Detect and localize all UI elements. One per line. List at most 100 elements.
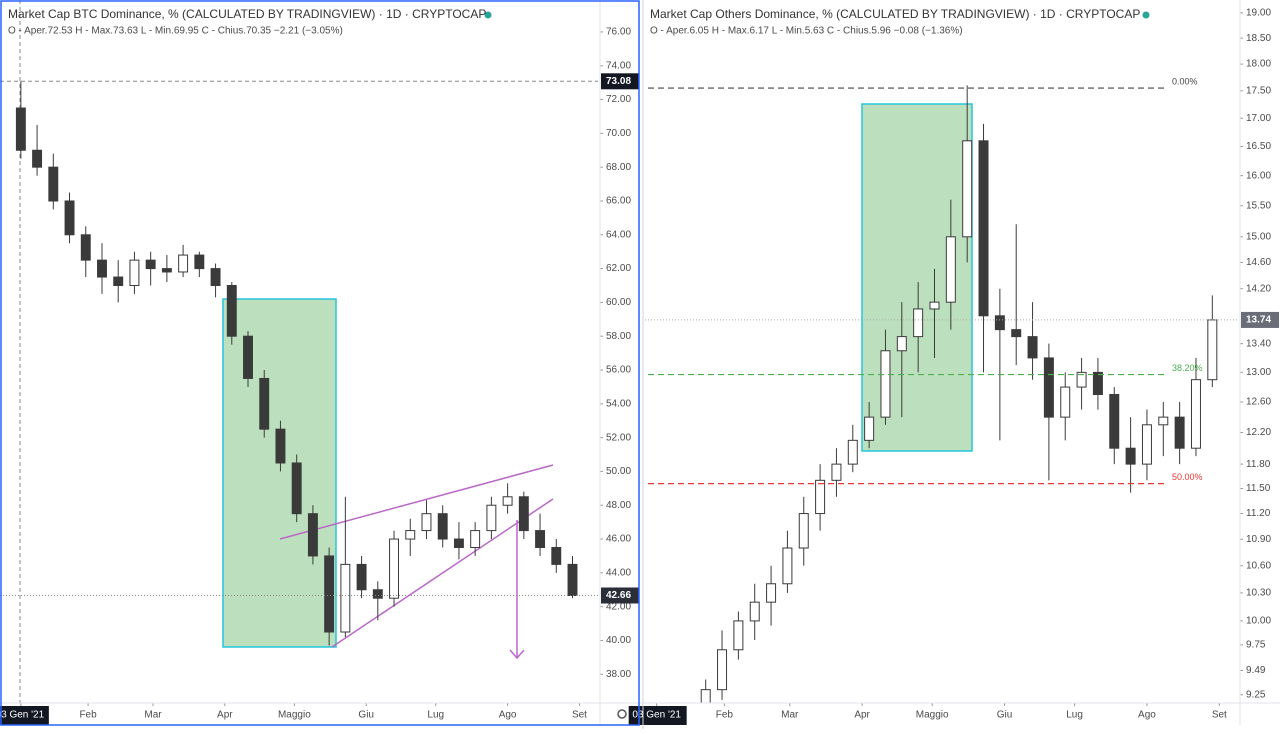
y-tick-label: 50.00: [606, 466, 631, 477]
candle-body: [291, 462, 302, 515]
candle-body: [32, 149, 43, 168]
y-tick-label: 54.00: [606, 398, 631, 409]
candle-body: [766, 583, 777, 603]
candle-body: [567, 563, 578, 596]
x-tick-label: Ago: [1138, 710, 1156, 721]
y-tick-label: 16.00: [1246, 170, 1271, 181]
y-tick-label: 17.50: [1246, 85, 1271, 96]
candle-body: [15, 107, 26, 151]
y-tick-label: 11.50: [1246, 483, 1271, 494]
x-tick-label: Apr: [854, 710, 870, 721]
candle-body: [340, 563, 351, 633]
candle-body: [64, 200, 75, 236]
candle-body: [1043, 357, 1054, 418]
y-tick-label: 10.60: [1246, 560, 1271, 571]
y-tick-label: 48.00: [606, 500, 631, 511]
y-tick-label: 14.60: [1246, 257, 1271, 268]
candle-body: [372, 589, 383, 599]
candle-body: [113, 276, 124, 286]
plot-area: [700, 85, 1218, 703]
candle-body: [1027, 336, 1038, 359]
candle-body: [864, 416, 875, 441]
y-tick-label: 13.40: [1246, 338, 1271, 349]
y-tick-label: 17.00: [1246, 113, 1271, 124]
candle-body: [798, 513, 809, 549]
y-tick-label: 70.00: [606, 128, 631, 139]
y-tick-label: 15.50: [1246, 200, 1271, 211]
price-label: 13.74: [1246, 315, 1271, 326]
y-tick-label: 64.00: [606, 229, 631, 240]
candle-body: [129, 259, 140, 286]
y-tick-label: 42.00: [606, 601, 631, 612]
y-tick-label: 10.30: [1246, 588, 1271, 599]
candle-body: [1141, 424, 1152, 465]
y-tick-label: 16.50: [1246, 141, 1271, 152]
arrow-head: [509, 649, 525, 660]
candle-body: [1011, 329, 1022, 338]
active-panel-border: [0, 0, 640, 726]
candle-body: [733, 620, 744, 651]
y-tick-label: 11.20: [1246, 508, 1271, 519]
y-tick-label: 10.90: [1246, 534, 1271, 545]
y-tick-label: 46.00: [606, 534, 631, 545]
candle-body: [210, 268, 221, 286]
candle-body: [978, 140, 989, 317]
y-tick-label: 13.00: [1246, 367, 1271, 378]
candle-body: [405, 530, 416, 540]
candle-body: [259, 377, 270, 430]
candle-body: [194, 254, 205, 270]
candle-body: [389, 538, 399, 599]
y-tick-label: 74.00: [606, 60, 631, 71]
price-label: 73.08: [606, 76, 631, 87]
chart-title: Market Cap Others Dominance, % (CALCULAT…: [650, 7, 1140, 21]
x-tick-label: Mar: [781, 710, 799, 721]
candle-body: [1158, 416, 1169, 426]
trend-line[interactable]: [279, 464, 554, 540]
x-tick-label: Set: [1212, 710, 1227, 721]
candle-body: [847, 439, 858, 465]
fib-label: 38.20%: [1172, 363, 1203, 373]
ohlc-legend: O - Aper.72.53 H - Max.73.63 L - Min.69.…: [8, 26, 343, 37]
price-label-box: [1241, 311, 1279, 328]
candle-body: [700, 689, 711, 703]
x-tick-label: Feb: [716, 710, 734, 721]
candle-body: [453, 538, 464, 548]
candle-body: [97, 259, 107, 278]
fib-label: 0.00%: [1172, 76, 1198, 86]
trend-line[interactable]: [331, 498, 554, 648]
y-tick-label: 12.60: [1246, 397, 1271, 408]
x-tick-label: Maggio: [278, 710, 311, 721]
candle-body: [880, 350, 891, 418]
candle-body: [782, 547, 793, 585]
y-tick-label: 14.20: [1246, 283, 1271, 294]
candle-body: [1109, 393, 1120, 449]
candle-body: [1190, 379, 1201, 449]
candle-body: [1076, 371, 1087, 388]
x-tick-label: Set: [572, 710, 587, 721]
x-tick-label: Maggio: [916, 710, 949, 721]
chart-layer: 38.00 40.00 42.00 44.00 46.00 48.00 50.00 52.00…: [0, 8, 1279, 725]
candle-body: [962, 140, 973, 238]
candle-body: [502, 496, 513, 506]
range-box[interactable]: [222, 298, 337, 648]
candle-body: [1207, 319, 1218, 381]
x-tick-label: 03 Gen '21: [632, 710, 681, 721]
candle-body: [437, 513, 448, 540]
candle-body: [535, 530, 546, 548]
candle-body: [226, 284, 237, 337]
y-tick-label: 38.00: [606, 669, 631, 680]
y-tick-label: 76.00: [606, 27, 631, 38]
y-tick-label: 18.50: [1246, 33, 1271, 44]
y-tick-label: 62.00: [606, 263, 631, 274]
settings-icon[interactable]: [617, 709, 627, 719]
y-tick-label: 60.00: [606, 297, 631, 308]
x-tick-label: Lug: [1066, 710, 1083, 721]
candle-body: [324, 555, 335, 633]
candle-body: [421, 513, 432, 532]
candle-body: [243, 335, 253, 379]
candle-body: [929, 301, 940, 310]
candle-body: [486, 504, 497, 532]
candle-body: [80, 234, 91, 261]
